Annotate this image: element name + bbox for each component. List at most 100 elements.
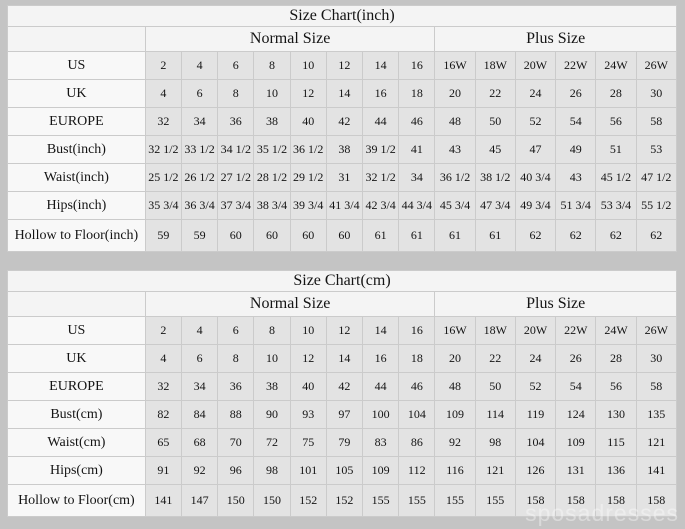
- size-cell: 50: [474, 372, 516, 401]
- size-cell: 4: [180, 51, 219, 80]
- size-cell: 42 3/4: [362, 191, 400, 220]
- size-cell: 12: [325, 316, 364, 345]
- row-label: UK: [7, 79, 146, 108]
- size-cell: 30: [635, 79, 678, 108]
- size-cell: 51: [595, 135, 637, 164]
- table-title: Size Chart(inch): [7, 5, 677, 27]
- size-cell: 18: [398, 344, 436, 373]
- size-chart-inch-table: Size Chart(inch) Normal Size Plus Size U…: [7, 5, 678, 252]
- row-label: Bust(cm): [7, 400, 146, 429]
- size-cell: 6: [180, 344, 219, 373]
- size-cell: 82: [144, 400, 183, 429]
- size-cell: 12: [289, 344, 327, 373]
- size-cell: 97: [325, 400, 364, 429]
- size-cell: 51 3/4: [555, 191, 597, 220]
- size-cell: 32: [144, 107, 183, 136]
- size-row: EUROPE 32 34 36 38 40 42 44 46 48 50 52 54 56 58: [7, 107, 678, 136]
- size-cell: 90: [253, 400, 291, 429]
- size-cell: 44 3/4: [398, 191, 436, 220]
- size-row: Waist(cm) 65 68 70 72 75 79 83 86 92 98 104 109 115 12…: [7, 428, 678, 457]
- size-cell: 65: [144, 428, 183, 457]
- row-label: Hollow to Floor(inch): [7, 219, 146, 252]
- size-cell: 72: [253, 428, 291, 457]
- size-cell: 38 3/4: [253, 191, 291, 220]
- size-cell: 18W: [474, 316, 516, 345]
- size-cell: 10: [289, 51, 327, 80]
- size-cell: 38 1/2: [474, 163, 516, 192]
- corner-cell: [7, 291, 146, 317]
- size-cell: 121: [635, 428, 678, 457]
- size-cell: 155: [474, 484, 516, 517]
- size-cell: 34: [398, 163, 436, 192]
- size-row: UK 4 6 8 10 12 14 16 18 20 22 24 26 28 30: [7, 79, 678, 108]
- size-cell: 100: [362, 400, 400, 429]
- size-cell: 45: [474, 135, 516, 164]
- row-label: US: [7, 316, 146, 345]
- size-cell: 43: [434, 135, 476, 164]
- size-cell: 12: [325, 51, 364, 80]
- size-cell: 54: [555, 372, 597, 401]
- size-cell: 109: [434, 400, 476, 429]
- size-cell: 152: [325, 484, 364, 517]
- size-cell: 36: [217, 107, 255, 136]
- size-cell: 18: [398, 79, 436, 108]
- size-cell: 6: [217, 316, 255, 345]
- size-cell: 52: [514, 107, 557, 136]
- size-cell: 26W: [635, 51, 678, 80]
- size-cell: 26: [555, 344, 597, 373]
- size-cell: 16W: [434, 51, 476, 80]
- size-cell: 34: [180, 372, 219, 401]
- size-cell: 96: [217, 456, 255, 485]
- size-cell: 59: [144, 219, 183, 252]
- size-cell: 130: [595, 400, 637, 429]
- size-cell: 14: [325, 344, 364, 373]
- size-cell: 24: [514, 79, 557, 108]
- size-cell: 26 1/2: [180, 163, 219, 192]
- size-cell: 20: [434, 79, 476, 108]
- size-cell: 4: [180, 316, 219, 345]
- size-cell: 116: [434, 456, 476, 485]
- size-cell: 88: [217, 400, 255, 429]
- size-cell: 35 3/4: [144, 191, 183, 220]
- size-cell: 36 1/2: [434, 163, 476, 192]
- normal-size-header: Normal Size: [144, 291, 436, 317]
- size-cell: 56: [595, 372, 637, 401]
- size-cell: 131: [555, 456, 597, 485]
- size-cell: 109: [362, 456, 400, 485]
- row-label: Waist(inch): [7, 163, 146, 192]
- size-row: Hollow to Floor(cm) 141 147 150 150 152 152 155…: [7, 484, 678, 517]
- size-row: UK 4 6 8 10 12 14 16 18 20 22 24 26 28 30: [7, 344, 678, 373]
- size-row: Bust(inch) 32 1/2 33 1/2 34 1/2 35 1/2 36 1/2…: [7, 135, 678, 164]
- size-cell: 47: [514, 135, 557, 164]
- size-cell: 42: [325, 372, 364, 401]
- size-cell: 16: [398, 51, 436, 80]
- size-cell: 53 3/4: [595, 191, 637, 220]
- size-cell: 31: [325, 163, 364, 192]
- size-row: Waist(inch) 25 1/2 26 1/2 27 1/2 28 1/2 29 1/…: [7, 163, 678, 192]
- plus-size-header: Plus Size: [434, 291, 677, 317]
- size-cell: 141: [635, 456, 678, 485]
- size-cell: 41: [398, 135, 436, 164]
- size-cell: 48: [434, 107, 476, 136]
- size-cell: 2: [144, 51, 183, 80]
- size-cell: 158: [514, 484, 557, 517]
- size-cell: 6: [217, 51, 255, 80]
- size-cell: 59: [180, 219, 219, 252]
- size-cell: 92: [180, 456, 219, 485]
- size-cell: 114: [474, 400, 516, 429]
- size-cell: 62: [514, 219, 557, 252]
- size-cell: 49: [555, 135, 597, 164]
- size-cell: 22W: [555, 51, 597, 80]
- size-cell: 141: [144, 484, 183, 517]
- row-label: US: [7, 51, 146, 80]
- size-cell: 16: [362, 79, 400, 108]
- size-cell: 26W: [635, 316, 678, 345]
- size-cell: 48: [434, 372, 476, 401]
- size-cell: 104: [514, 428, 557, 457]
- size-cell: 158: [555, 484, 597, 517]
- size-cell: 14: [325, 79, 364, 108]
- size-cell: 12: [289, 79, 327, 108]
- size-cell: 47 1/2: [635, 163, 678, 192]
- size-cell: 41 3/4: [325, 191, 364, 220]
- group-header-row: Normal Size Plus Size: [7, 291, 677, 317]
